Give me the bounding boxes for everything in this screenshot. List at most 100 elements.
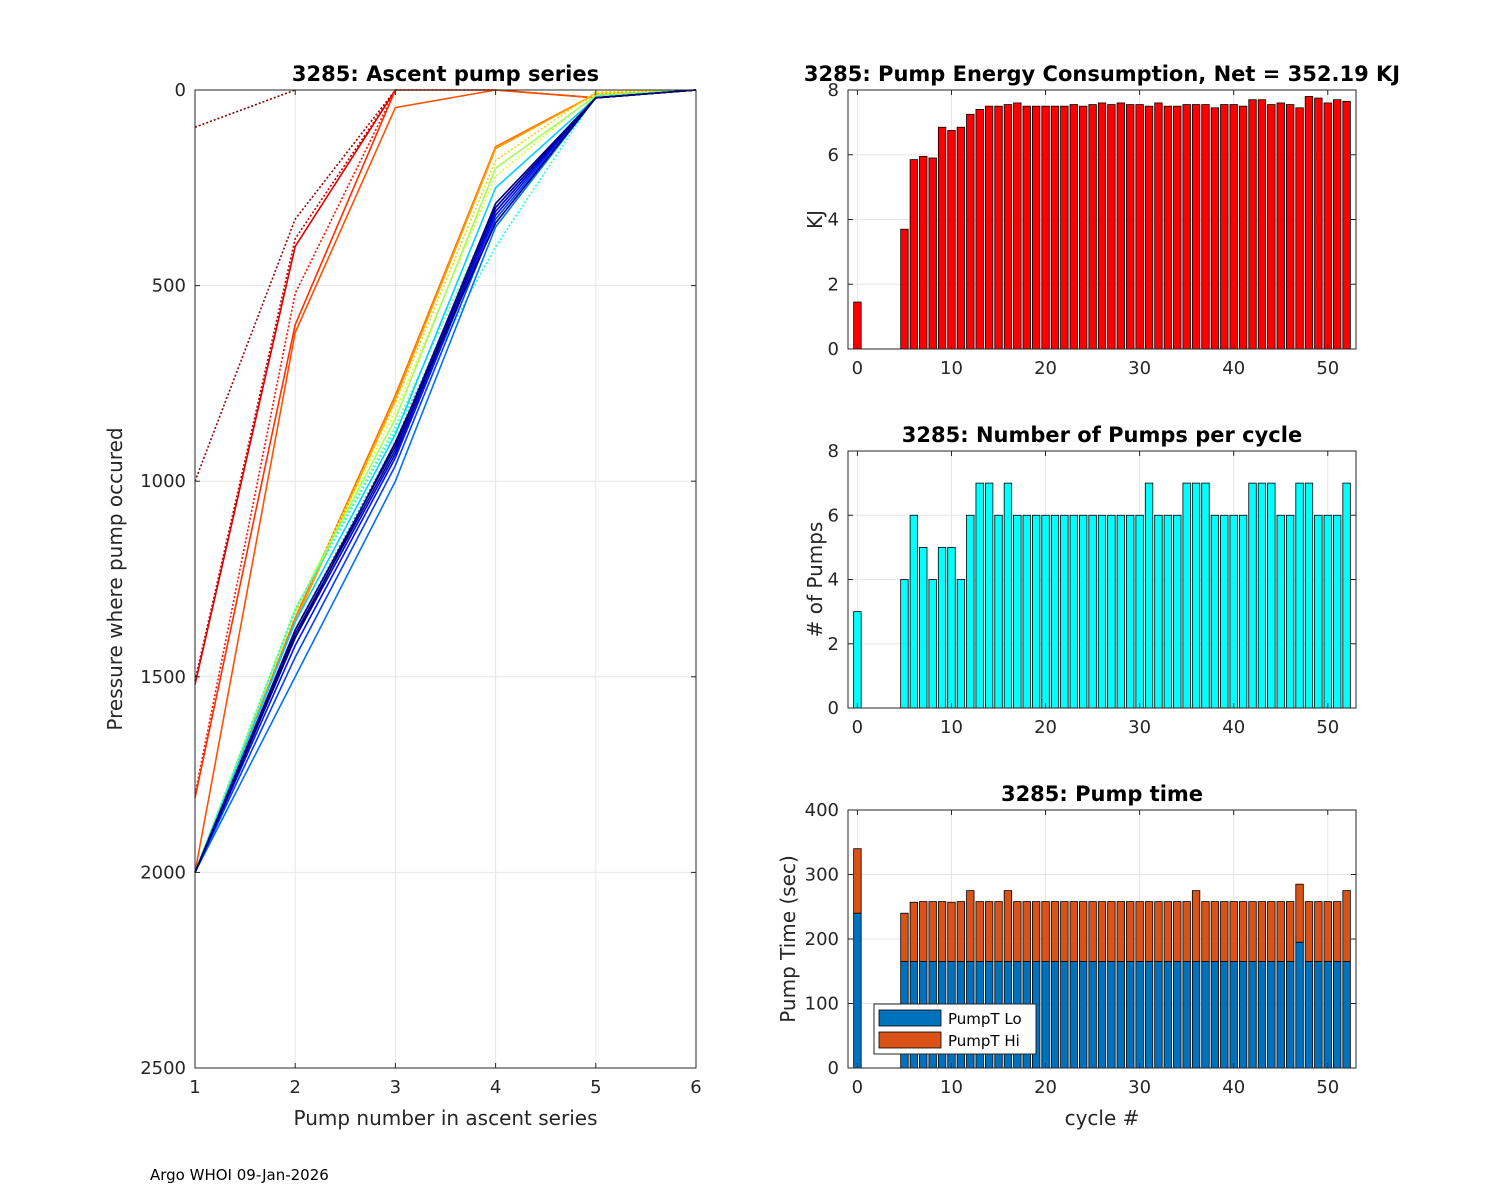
bar xyxy=(1116,514,1125,709)
bar-segment xyxy=(1088,961,1097,1069)
bar xyxy=(1229,104,1238,350)
bar xyxy=(1050,514,1060,709)
bar xyxy=(1041,105,1050,350)
bar-segment xyxy=(1285,901,1295,962)
x-tick-label: 5 xyxy=(590,1077,601,1098)
series-line xyxy=(194,89,697,873)
bar xyxy=(1201,104,1210,350)
bar xyxy=(1144,482,1154,709)
bar-segment xyxy=(1163,961,1173,1069)
bar xyxy=(1079,514,1088,709)
bar xyxy=(1267,482,1276,709)
bar xyxy=(1191,482,1201,709)
bar xyxy=(1154,514,1163,709)
bar-segment xyxy=(1041,961,1050,1069)
bar xyxy=(994,514,1003,709)
bar xyxy=(956,579,966,709)
y-tick-label: 300 xyxy=(805,865,839,886)
bar-segment xyxy=(1182,901,1191,962)
bar-segment xyxy=(1295,883,1304,943)
bar xyxy=(1022,105,1031,350)
y-tick-label: 0 xyxy=(828,698,839,719)
bar xyxy=(900,228,909,350)
y-axis-label: Pressure where pump occured xyxy=(103,427,127,730)
y-axis-label: Pump Time (sec) xyxy=(776,855,800,1023)
bars xyxy=(853,482,1351,709)
series-line xyxy=(194,89,397,795)
y-tick-label: 2 xyxy=(828,634,839,655)
pump-time-axes: 0 10 20 30 40 50 0 100 200 300 400 3285: Pump time c… xyxy=(776,782,1357,1130)
bar-segment xyxy=(1238,961,1248,1069)
bar xyxy=(919,546,928,709)
series-line xyxy=(194,89,296,128)
x-tick-label: 40 xyxy=(1222,717,1245,738)
bar-segment xyxy=(1248,961,1257,1069)
x-tick-label: 50 xyxy=(1316,358,1339,379)
bar-segment xyxy=(975,901,984,962)
bar xyxy=(928,579,937,709)
series-line xyxy=(194,89,697,873)
bar-segment xyxy=(1238,901,1248,962)
x-tick-label: 20 xyxy=(1034,1077,1057,1098)
bar xyxy=(1295,482,1304,709)
y-tick-label: 500 xyxy=(152,276,186,297)
bar-segment xyxy=(1342,890,1351,962)
bar-segment xyxy=(900,912,909,962)
x-tick-label: 30 xyxy=(1128,358,1151,379)
bar xyxy=(1135,104,1144,350)
bar-segment xyxy=(947,901,956,962)
bar-segment xyxy=(919,901,928,962)
bar-segment xyxy=(1050,901,1060,962)
chart-title: 3285: Ascent pump series xyxy=(292,62,599,86)
bar-segment xyxy=(1088,901,1097,962)
series-line xyxy=(194,89,596,873)
bar xyxy=(1210,514,1220,709)
bar xyxy=(853,301,862,350)
bar xyxy=(1248,482,1257,709)
bar-segment xyxy=(909,901,919,962)
bar xyxy=(984,482,994,709)
x-tick-label: 0 xyxy=(852,1077,863,1098)
y-tick-label: 6 xyxy=(828,145,839,166)
x-tick-label: 10 xyxy=(940,358,963,379)
x-tick-label: 20 xyxy=(1034,358,1057,379)
y-tick-label: 400 xyxy=(805,800,839,821)
bar-segment xyxy=(1314,961,1323,1069)
bar xyxy=(1304,482,1314,709)
bar xyxy=(1201,482,1210,709)
bar-segment xyxy=(1069,961,1078,1069)
bar-segment xyxy=(1285,961,1295,1069)
x-tick-label: 20 xyxy=(1034,717,1057,738)
bar xyxy=(1238,514,1248,709)
bar xyxy=(1257,99,1267,350)
y-tick-label: 2 xyxy=(828,274,839,295)
y-tick-label: 4 xyxy=(828,570,839,591)
bar-segment xyxy=(1041,901,1050,962)
bar-segment xyxy=(1201,961,1210,1069)
chart-title: 3285: Pump Energy Consumption, Net = 352… xyxy=(804,62,1400,86)
bar-segment xyxy=(956,901,966,962)
x-axis-label: cycle # xyxy=(1065,1106,1140,1130)
y-tick-label: 2000 xyxy=(140,862,186,883)
bar-segment xyxy=(1276,961,1285,1069)
bar xyxy=(1088,514,1097,709)
axes-box xyxy=(194,89,697,1069)
bar-segment xyxy=(1267,901,1276,962)
y-tick-label: 0 xyxy=(175,80,186,101)
bar xyxy=(1135,514,1144,709)
bar-segment xyxy=(1079,901,1088,962)
x-tick-label: 40 xyxy=(1222,358,1245,379)
y-tick-label: 8 xyxy=(828,80,839,101)
bar-segment xyxy=(1257,961,1267,1069)
series-line xyxy=(194,89,397,681)
bar xyxy=(1116,102,1125,350)
bar-segment xyxy=(1135,901,1144,962)
bar xyxy=(947,546,956,709)
bar xyxy=(1154,102,1163,350)
bar-segment xyxy=(1097,901,1107,962)
bar-segment xyxy=(1220,961,1229,1069)
bar xyxy=(900,579,909,709)
bar-segment xyxy=(1013,901,1022,962)
series-line xyxy=(194,89,496,482)
